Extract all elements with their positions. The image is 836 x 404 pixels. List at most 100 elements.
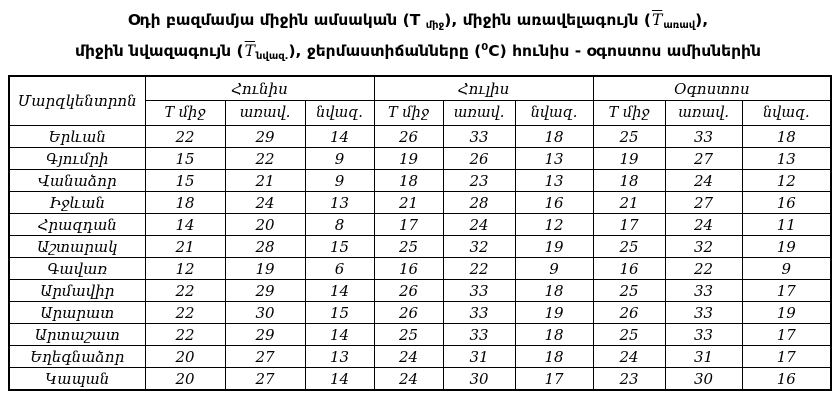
city-cell: Արարատ: [8, 301, 146, 324]
value-cell: 14: [304, 323, 375, 346]
value-cell: 13: [514, 169, 594, 192]
value-cell: 27: [664, 191, 743, 214]
title-t-overline: T: [651, 11, 663, 29]
value-cell: 19: [514, 235, 594, 258]
value-cell: 24: [224, 191, 306, 214]
value-cell: 19: [592, 147, 666, 170]
value-cell: 33: [442, 279, 516, 302]
value-cell: 18: [373, 169, 444, 192]
city-cell: Եղեգնաձոր: [8, 345, 146, 368]
value-cell: 33: [442, 301, 516, 324]
value-cell: 25: [592, 125, 666, 148]
value-cell: 20: [144, 367, 226, 391]
value-cell: 26: [373, 125, 444, 148]
value-cell: 12: [514, 213, 594, 236]
value-cell: 18: [144, 191, 226, 214]
title-text: ),: [695, 11, 709, 29]
value-cell: 33: [664, 323, 743, 346]
sub-header: T միջ: [373, 100, 444, 126]
value-cell: 14: [304, 279, 375, 302]
value-cell: 19: [224, 257, 306, 280]
value-cell: 17: [741, 345, 832, 368]
city-cell: Գյումրի: [8, 147, 146, 170]
table-row: Աշտարակ 21 28 15 25 32 19 25 32 19: [8, 235, 832, 258]
city-cell: Կապան: [8, 367, 146, 391]
value-cell: 17: [373, 213, 444, 236]
value-cell: 20: [224, 213, 306, 236]
sub-header: առավ.: [664, 100, 743, 126]
table-row: Կապան 20 27 14 24 30 17 23 30 16: [8, 367, 832, 391]
value-cell: 18: [514, 323, 594, 346]
value-cell: 19: [373, 147, 444, 170]
value-cell: 21: [144, 235, 226, 258]
value-cell: 12: [144, 257, 226, 280]
value-cell: 29: [224, 323, 306, 346]
value-cell: 28: [224, 235, 306, 258]
value-cell: 29: [224, 279, 306, 302]
value-cell: 25: [592, 323, 666, 346]
value-cell: 28: [442, 191, 516, 214]
title-line-1: Օդի բազմամյա միջին ամսական (T միջ), միջի…: [0, 6, 836, 37]
table-row: Գավառ 12 19 6 16 22 9 16 22 9: [8, 257, 832, 280]
table-row: Արարատ 22 30 15 26 33 19 26 33 19: [8, 301, 832, 324]
value-cell: 22: [664, 257, 743, 280]
value-cell: 13: [304, 345, 375, 368]
corner-header: Մարզկենտրոն: [8, 75, 146, 126]
value-cell: 27: [224, 345, 306, 368]
value-cell: 9: [514, 257, 594, 280]
value-cell: 19: [741, 235, 832, 258]
value-cell: 13: [741, 147, 832, 170]
title-subscript-mij: միջ: [425, 20, 445, 31]
value-cell: 9: [304, 147, 375, 170]
value-cell: 25: [373, 235, 444, 258]
value-cell: 33: [442, 323, 516, 346]
sub-header: նվազ.: [514, 100, 594, 126]
title-text: ), ջերմաստիճանները (: [288, 42, 482, 60]
value-cell: 33: [442, 125, 516, 148]
title-text: ), միջին առավելագույն (: [444, 11, 651, 29]
value-cell: 21: [224, 169, 306, 192]
value-cell: 14: [144, 213, 226, 236]
title-t-overline: T: [244, 42, 255, 60]
value-cell: 26: [373, 301, 444, 324]
value-cell: 12: [741, 169, 832, 192]
table-row: Գյումրի 15 22 9 19 26 13 19 27 13: [8, 147, 832, 170]
value-cell: 11: [741, 213, 832, 236]
value-cell: 32: [664, 235, 743, 258]
month-header: Հունիս: [144, 75, 375, 101]
table-row: Երևան 22 29 14 26 33 18 25 33 18: [8, 125, 832, 148]
value-cell: 21: [592, 191, 666, 214]
value-cell: 14: [304, 367, 375, 391]
value-cell: 22: [224, 147, 306, 170]
table-month-row: Մարզկենտրոն Հունիս Հուլիս Օգոստոս: [8, 75, 832, 126]
value-cell: 33: [664, 279, 743, 302]
value-cell: 17: [741, 279, 832, 302]
value-cell: 21: [373, 191, 444, 214]
value-cell: 16: [741, 191, 832, 214]
value-cell: 24: [373, 345, 444, 368]
value-cell: 16: [373, 257, 444, 280]
value-cell: 15: [304, 235, 375, 258]
value-cell: 29: [224, 125, 306, 148]
value-cell: 14: [304, 125, 375, 148]
value-cell: 25: [592, 279, 666, 302]
value-cell: 33: [664, 125, 743, 148]
table-row: Իջևան 18 24 13 21 28 16 21 27 16: [8, 191, 832, 214]
city-cell: Արտաշատ: [8, 323, 146, 346]
table-row: Վանաձոր 15 21 9 18 23 13 18 24 12: [8, 169, 832, 192]
value-cell: 17: [592, 213, 666, 236]
value-cell: 30: [664, 367, 743, 391]
value-cell: 23: [592, 367, 666, 391]
value-cell: 30: [224, 301, 306, 324]
title-text: C) հունիս - օգոստոս ամիսներին: [488, 42, 761, 60]
value-cell: 13: [514, 147, 594, 170]
value-cell: 18: [514, 345, 594, 368]
table-body: Երևան 22 29 14 26 33 18 25 33 18 Գյումրի 15 22 9 19 26 1…: [8, 125, 832, 391]
value-cell: 26: [373, 279, 444, 302]
table-row: Հրազդան 14 20 8 17 24 12 17 24 11: [8, 213, 832, 236]
value-cell: 23: [442, 169, 516, 192]
value-cell: 18: [741, 125, 832, 148]
sub-header: նվազ.: [741, 100, 832, 126]
value-cell: 16: [741, 367, 832, 391]
value-cell: 33: [664, 301, 743, 324]
